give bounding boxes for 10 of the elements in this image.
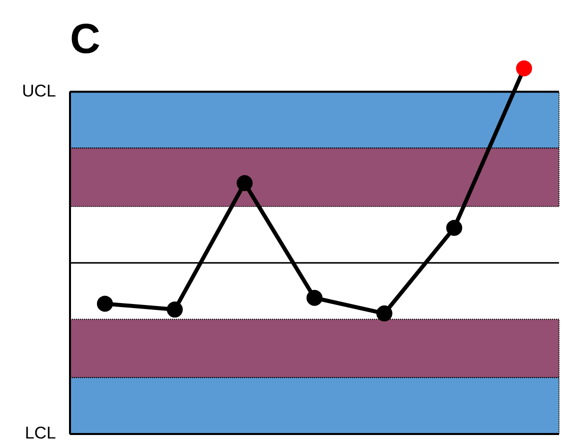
ref-line-label: LCL <box>24 424 56 443</box>
point <box>166 302 183 318</box>
ref-line-label: UCL <box>22 81 56 100</box>
point <box>376 305 392 322</box>
point <box>236 175 253 192</box>
chart-title: C <box>70 14 100 62</box>
point <box>446 220 462 236</box>
point <box>306 290 322 306</box>
point <box>96 296 113 312</box>
point <box>516 60 532 76</box>
